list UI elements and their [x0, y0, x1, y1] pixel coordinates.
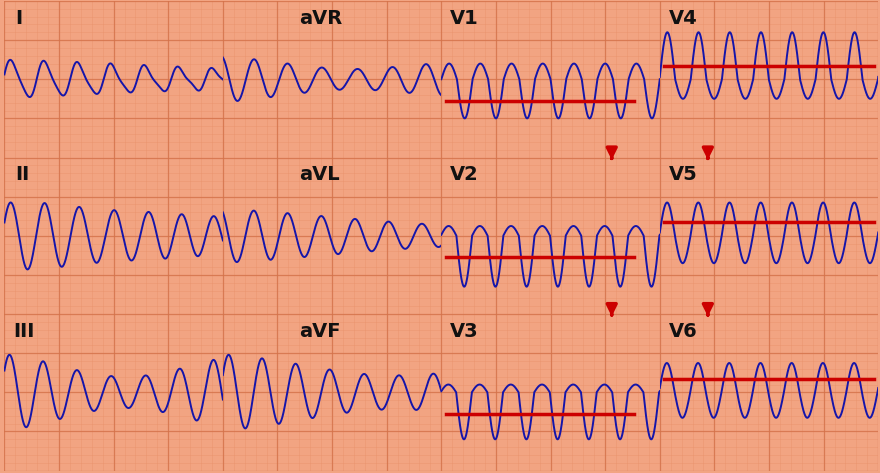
Text: V1: V1 [450, 9, 479, 28]
Text: V6: V6 [669, 322, 697, 341]
Text: V5: V5 [669, 166, 697, 184]
Text: III: III [13, 322, 34, 341]
Text: aVR: aVR [299, 9, 342, 28]
Text: V2: V2 [450, 166, 479, 184]
Text: aVL: aVL [299, 166, 340, 184]
Text: V4: V4 [669, 9, 697, 28]
Text: V3: V3 [450, 322, 479, 341]
Text: II: II [15, 166, 30, 184]
Text: aVF: aVF [299, 322, 341, 341]
Text: I: I [15, 9, 23, 28]
